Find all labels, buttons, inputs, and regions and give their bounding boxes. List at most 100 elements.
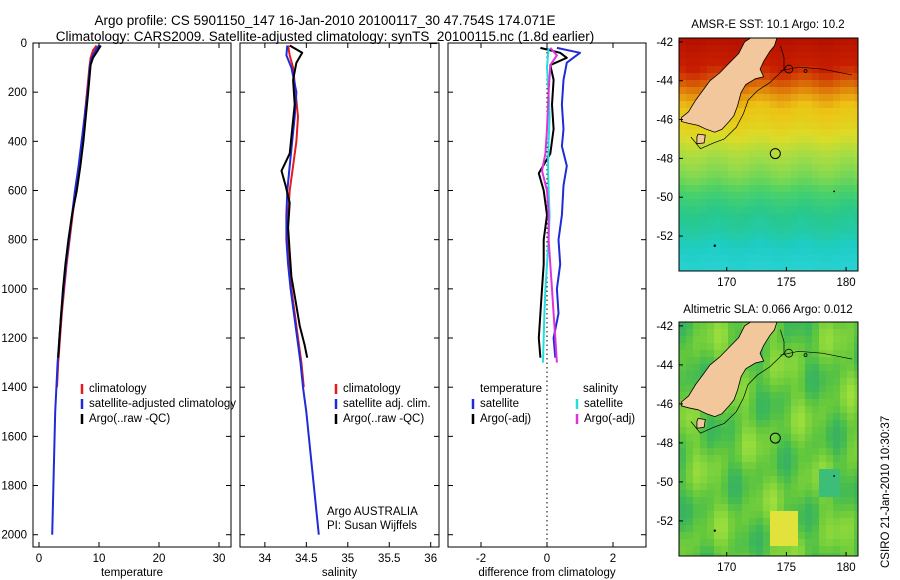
agency-note: Argo AUSTRALIA [327,506,418,518]
legend-label: climatology [89,383,147,395]
x-axis-label: salinity [322,567,357,579]
series-line [51,44,100,535]
sst-map-title: AMSR-E SST: 10.1 Argo: 10.2 [691,19,845,31]
island-dot [713,244,716,247]
bathymetry-contour [690,329,785,434]
x-axis-label: temperature [101,567,163,579]
y-tick-label: 800 [8,235,27,247]
legend-label: satellite [480,398,519,410]
plot-frame [32,42,232,548]
x-tick-label: 0 [544,553,550,565]
bathymetry-contour [784,348,794,358]
y-tick-label: -46 [656,115,673,127]
y-tick-label: 1400 [1,382,27,394]
series-line [280,44,309,358]
bathymetry-contour [780,350,853,360]
map-frame [678,37,859,272]
y-tick-label: -44 [656,76,673,88]
figure-title-line-1: Argo profile: CS 5901150_147 16-Jan-2010… [94,13,556,28]
series-line [552,46,581,358]
legend-label: Argo(-adj) [584,413,635,425]
series-line [541,47,558,363]
y-tick-label: -50 [656,192,673,204]
y-tick-label: 1600 [1,431,27,443]
y-tick-label: -42 [656,321,673,333]
legend-label: satellite adj. clim. [343,398,431,410]
land-mass [681,322,778,418]
legend-header: salinity [583,383,618,395]
land-mass [681,38,778,133]
x-tick-label: 2 [610,553,616,565]
map-frame [678,321,859,557]
x-tick-label: 20 [153,553,166,565]
series-line [57,44,102,358]
x-tick-label: 34.5 [295,553,317,565]
bathymetry-contour [690,45,785,150]
x-axis-label: difference from climatology [478,567,615,579]
x-tick-label: 36 [424,553,437,565]
legend-header: temperature [480,383,542,395]
y-tick-label: 1800 [1,481,27,493]
legend-label: satellite [584,398,623,410]
pi-note: PI: Susan Wijffels [327,520,417,532]
legend-label: climatology [343,383,401,395]
y-tick-label: 600 [8,186,27,198]
x-tick-label: 35 [341,553,354,565]
land-mass [696,418,706,429]
y-tick-label: -44 [656,360,673,372]
y-tick-label: -48 [656,153,673,165]
figure-title-line-2: Climatology: CARS2009. Satellite-adjuste… [55,29,595,44]
map-field [679,38,858,271]
y-tick-label: -50 [656,477,673,489]
land-mass [696,133,706,145]
y-tick-label: 1000 [1,284,27,296]
y-tick-label: 400 [8,136,27,148]
series-line [285,45,320,535]
plot-frame [447,42,647,548]
x-tick-label: 180 [836,562,855,574]
x-tick-label: -2 [476,553,486,565]
x-tick-label: 30 [213,553,226,565]
x-tick-label: 180 [836,277,855,289]
sst-map: -42 -44 -46 -48 -50 -52 170 175 180 [656,37,859,289]
y-tick-label: -48 [656,438,673,450]
series-line [56,44,98,388]
x-tick-label: 175 [777,562,796,574]
profile-panel-1: 0 200 400 600 800 1000 1200 1400 1600 1800 2000 0 10… [1,38,236,579]
island-dot [833,475,836,477]
y-tick-label: 1200 [1,333,27,345]
float-position-marker [769,148,781,160]
profile-panel-3: -2 0 2 difference from climatology temperatu… [447,42,647,579]
y-tick-label: 0 [21,38,27,50]
y-tick-label: -46 [656,399,673,411]
bathymetry-contour [780,66,853,76]
x-tick-label: 175 [777,277,796,289]
x-tick-label: 0 [36,553,42,565]
legend-label: satellite-adjusted climatology [89,398,236,410]
sla-map-title: Altimetric SLA: 0.066 Argo: 0.012 [683,304,853,316]
legend-label: Argo(-adj) [480,413,531,425]
island-dot [713,529,716,532]
series-line [537,46,568,358]
x-tick-label: 35.5 [378,553,400,565]
legend-label: Argo(..raw -QC) [343,413,424,425]
x-tick-label: 170 [717,562,736,574]
x-tick-label: 170 [717,277,736,289]
x-tick-label: 10 [93,553,106,565]
x-tick-label: 34 [258,553,271,565]
map-field [679,322,858,556]
y-tick-label: -52 [656,231,673,243]
island-dot [833,190,836,193]
y-tick-label: -52 [656,516,673,528]
y-tick-label: 200 [8,87,27,99]
bathymetry-contour [803,69,808,73]
plot-frame [239,42,440,548]
y-tick-label: 2000 [1,530,27,542]
legend-label: Argo(..raw -QC) [89,413,170,425]
bathymetry-contour [803,353,808,358]
float-position-marker [769,432,781,444]
bathymetry-contour [784,64,794,74]
sla-map: -42 -44 -46 -48 -50 -52 170 175 180 [656,321,859,574]
